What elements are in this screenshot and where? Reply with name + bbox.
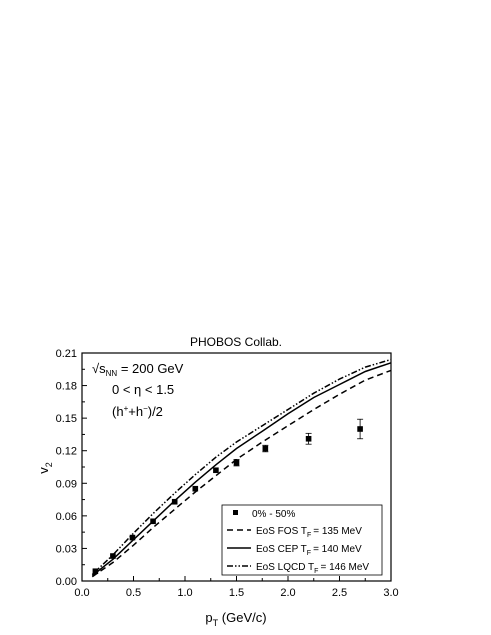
data-point	[262, 445, 269, 452]
legend-label-cep: EoS CEP TF = 140 MeV	[256, 544, 362, 557]
data-point	[171, 498, 178, 505]
annotation-hadrons-open: (h	[112, 404, 124, 419]
data-point	[357, 426, 363, 432]
data-point	[92, 568, 99, 575]
x-axis-label: pT (GeV/c)	[205, 610, 266, 628]
annotation-hadrons-sup1: +	[124, 404, 129, 413]
y-tick-label: 0.03	[56, 543, 77, 555]
y-tick-label: 0.15	[56, 413, 77, 425]
x-tick-label: 0.0	[74, 587, 89, 599]
data-points-layer	[92, 418, 364, 575]
annotation-hadrons-close: )/2	[148, 404, 163, 419]
y-tick-label: 0.06	[56, 511, 77, 523]
y-axis-label-main: v	[36, 467, 51, 474]
legend-label-data: 0% - 50%	[252, 509, 295, 520]
series-layer	[91, 358, 392, 578]
x-tick-label: 1.0	[177, 587, 192, 599]
x-tick-labels: 0.0 0.5 1.0 1.5 2.0 2.5 3.0	[74, 587, 398, 599]
legend-fos-pre: EoS FOS T	[256, 526, 307, 537]
annotation-hadrons: (h++h−)/2	[112, 404, 163, 419]
x-axis-label-unit: (GeV/c)	[218, 610, 266, 625]
series-line-eos-cep	[91, 362, 392, 577]
x-tick-label: 2.5	[332, 587, 347, 599]
legend-lqcd-sub: F	[314, 568, 318, 575]
series-line-eos-fos	[91, 369, 392, 578]
legend-label-lqcd: EoS LQCD TF = 146 MeV	[256, 562, 369, 575]
y-tick-label: 0.09	[56, 478, 77, 490]
data-point	[233, 459, 240, 466]
legend: 0% - 50% EoS FOS TF = 135 MeV EoS CEP TF =…	[221, 504, 383, 576]
annotation-energy-sub: NN	[106, 369, 118, 378]
data-point	[213, 467, 219, 474]
annotation-energy: √sNN = 200 GeV	[92, 361, 184, 378]
legend-box	[221, 504, 383, 576]
annotation-energy-s: s	[99, 361, 106, 376]
annotation-eta: 0 < η < 1.5	[112, 382, 174, 397]
data-point	[192, 485, 199, 492]
x-axis-label-sub: T	[213, 618, 219, 628]
y-axis-label-sub: 2	[44, 462, 54, 467]
y-tick-label: 0.21	[56, 348, 77, 360]
chart-title: PHOBOS Collab.	[190, 335, 282, 349]
y-tick-label: 0.12	[56, 446, 77, 458]
legend-cep-sub: F	[307, 550, 311, 557]
y-tick-label: 0.18	[56, 381, 77, 393]
x-tick-label: 1.5	[229, 587, 244, 599]
x-axis-label-main: p	[205, 610, 212, 625]
series-line-eos-lqcd	[91, 358, 392, 576]
legend-fos-post: = 135 MeV	[313, 526, 362, 537]
legend-cep-pre: EoS CEP T	[256, 544, 307, 555]
legend-fos-sub: F	[307, 532, 311, 539]
annotation-hadrons-plus: +h	[128, 404, 143, 419]
x-tick-label: 0.5	[126, 587, 141, 599]
legend-label-fos: EoS FOS TF = 135 MeV	[256, 526, 362, 539]
legend-marker-square	[233, 510, 238, 515]
data-point	[150, 518, 156, 525]
sqrt-symbol: √	[92, 361, 100, 376]
annotation-hadrons-sup2: −	[143, 404, 148, 413]
y-axis-label: v2	[36, 462, 54, 474]
legend-lqcd-post: = 146 MeV	[320, 562, 369, 573]
x-tick-label: 2.0	[280, 587, 295, 599]
data-point	[305, 435, 312, 442]
y-tick-label: 0.00	[56, 576, 77, 588]
data-point	[129, 534, 136, 541]
legend-lqcd-pre: EoS LQCD T	[256, 562, 314, 573]
y-tick-labels: 0.00 0.03 0.06 0.09 0.12 0.15 0.18 0.21	[56, 348, 77, 588]
axis-ticks	[81, 352, 392, 582]
annotation-energy-rest: = 200 GeV	[117, 361, 183, 376]
legend-cep-post: = 140 MeV	[313, 544, 362, 555]
x-tick-label: 3.0	[383, 587, 398, 599]
data-point	[110, 553, 116, 559]
